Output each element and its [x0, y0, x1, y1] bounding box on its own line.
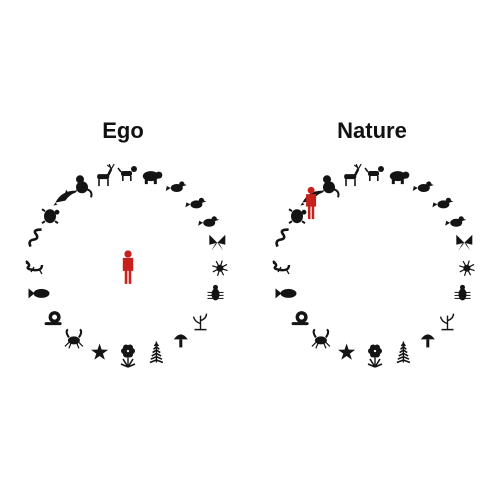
star-icon — [91, 343, 109, 360]
crab-icon — [311, 328, 331, 349]
snake-icon — [28, 228, 42, 248]
bird-icon — [165, 181, 187, 192]
monkey-icon — [76, 175, 93, 198]
mushroom-icon — [420, 334, 435, 348]
mushroom-icon — [173, 334, 188, 348]
flower-icon — [120, 344, 136, 368]
spider-icon — [212, 260, 228, 277]
dog-icon — [117, 166, 137, 181]
flower-icon — [367, 344, 383, 368]
lizard-icon — [272, 260, 291, 275]
beetle-icon — [454, 284, 471, 301]
turtle-icon — [41, 208, 60, 225]
fish-icon — [275, 288, 297, 299]
bird-icon — [185, 197, 207, 209]
ego-circle — [25, 163, 228, 368]
deer-icon — [344, 163, 362, 187]
lizard-icon — [25, 260, 44, 275]
snake-icon — [275, 228, 289, 248]
human-figure-on-circle-icon — [306, 186, 317, 220]
fern-icon — [396, 341, 411, 364]
dolphin-icon — [53, 189, 79, 206]
snail-icon — [44, 311, 62, 326]
bear-icon — [142, 171, 163, 185]
star-icon — [338, 343, 356, 360]
fish-icon — [28, 288, 50, 299]
plant-icon — [439, 313, 455, 331]
snail-icon — [291, 311, 309, 326]
monkey-icon — [323, 175, 340, 198]
butterfly-icon — [456, 234, 473, 251]
bird-icon — [198, 216, 220, 227]
beetle-icon — [207, 284, 224, 301]
turtle-icon — [288, 208, 307, 225]
plant-icon — [192, 313, 208, 331]
fern-icon — [149, 341, 164, 364]
bird-icon — [412, 181, 434, 192]
bird-icon — [445, 216, 467, 227]
butterfly-icon — [209, 234, 226, 251]
nature-title: Nature — [337, 118, 407, 143]
bear-icon — [389, 171, 410, 185]
crab-icon — [64, 328, 84, 349]
deer-icon — [97, 163, 115, 187]
nature-circle — [272, 163, 475, 368]
ego-title: Ego — [102, 118, 144, 143]
human-figure-center-icon — [122, 250, 134, 284]
spider-icon — [459, 260, 475, 277]
bird-icon — [432, 197, 454, 209]
dog-icon — [364, 166, 384, 181]
